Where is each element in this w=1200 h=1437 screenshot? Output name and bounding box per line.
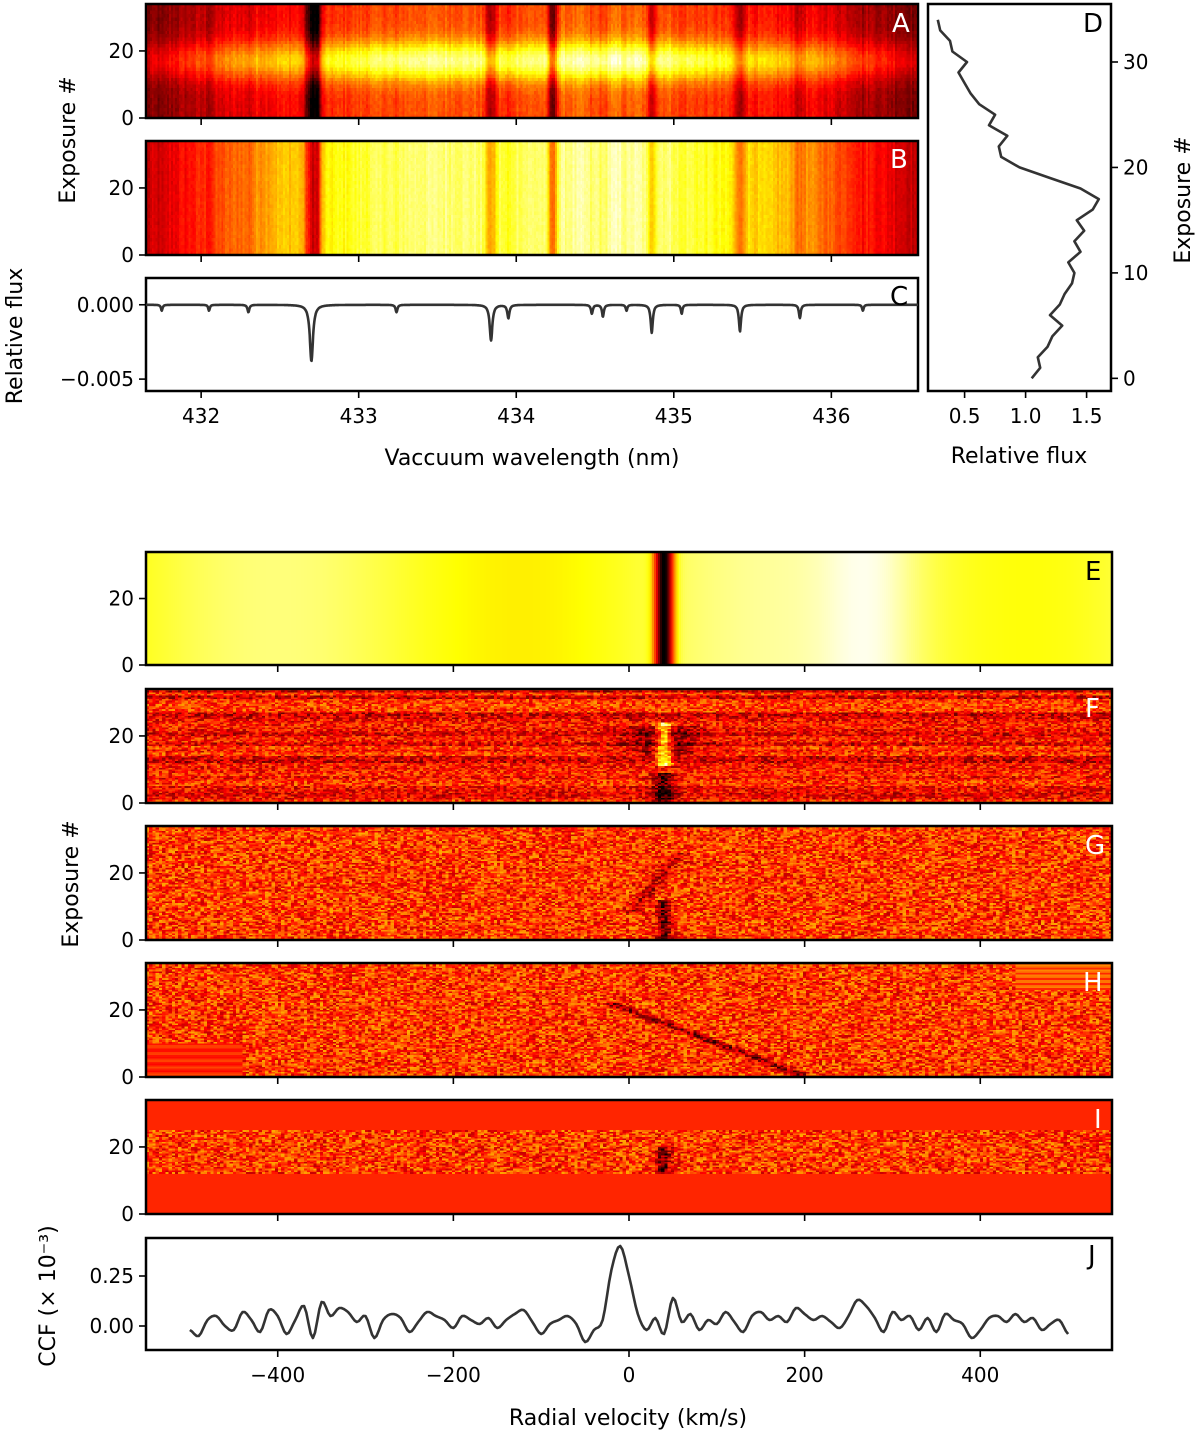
- panel-a-y-tick-label: 20: [109, 39, 134, 63]
- panel-i-y-tick-label: 20: [109, 1135, 134, 1159]
- panel-d-frame: [926, 2, 1113, 393]
- panel-g-heatmap: [146, 826, 1112, 940]
- panel-a-y-tick-label: 0: [121, 106, 134, 130]
- x-label-radial-velocity: Radial velocity (km/s): [509, 1406, 747, 1431]
- panel-j-y-tick-label: 0.25: [89, 1264, 134, 1288]
- panel-j-x-tick-label: 200: [786, 1363, 824, 1387]
- panel-c-y-tick-label: 0.000: [77, 293, 134, 317]
- y-label-exposure-bottom: Exposure #: [59, 820, 84, 947]
- panel-b-frame: [144, 139, 920, 257]
- panel-letter-c: C: [890, 282, 908, 312]
- panel-f-y-tick-label: 20: [109, 724, 134, 748]
- x-label-wavelength: Vaccuum wavelength (nm): [384, 446, 679, 471]
- panel-d-x-tick-label: 1.5: [1071, 404, 1103, 428]
- x-label-relative-flux-d: Relative flux: [951, 444, 1088, 469]
- panel-e-heatmap: [146, 552, 1112, 665]
- panel-d-y-tick-label: 10: [1123, 261, 1148, 285]
- panel-i-y-tick-label: 0: [121, 1202, 134, 1226]
- panel-b-y-tick-label: 20: [109, 176, 134, 200]
- y-label-exposure-d: Exposure #: [1171, 136, 1196, 263]
- panel-d-y-tick-label: 0: [1123, 366, 1136, 390]
- panel-c-x-tick-label: 436: [812, 404, 850, 428]
- panel-h-y-tick-label: 0: [121, 1065, 134, 1089]
- panel-b-heatmap: [146, 141, 918, 255]
- panel-d-x-tick-label: 0.5: [949, 404, 981, 428]
- panel-c-x-tick-label: 435: [655, 404, 693, 428]
- panel-j-y-tick-label: 0.00: [89, 1314, 134, 1338]
- panel-letter-d: D: [1083, 9, 1103, 39]
- panel-j-line: [189, 1244, 1070, 1344]
- panel-f-heatmap: [146, 689, 1112, 803]
- y-label-ccf: CCF (× 10⁻³): [36, 1225, 61, 1366]
- panel-j-x-tick-label: −200: [426, 1363, 481, 1387]
- y-label-relative-flux-c: Relative flux: [3, 268, 28, 405]
- panel-c-x-tick-label: 434: [497, 404, 535, 428]
- panel-letter-a: A: [892, 9, 910, 39]
- panel-a-heatmap: [146, 4, 918, 118]
- panel-c-x-tick-label: 432: [182, 404, 220, 428]
- panel-e-y-tick-label: 0: [121, 653, 134, 677]
- panel-letter-j: J: [1086, 1241, 1096, 1271]
- panel-g-y-tick-label: 0: [121, 928, 134, 952]
- panel-a-frame: [144, 2, 920, 120]
- panel-c-x-tick-label: 433: [340, 404, 378, 428]
- panel-i-heatmap: [146, 1100, 1112, 1214]
- panel-letter-i: I: [1094, 1105, 1102, 1135]
- heatmap-layer: [146, 4, 1112, 1214]
- panel-letter-b: B: [890, 145, 908, 175]
- panel-j-x-tick-label: 0: [623, 1363, 636, 1387]
- panel-b-y-tick-label: 0: [121, 243, 134, 267]
- panel-c-line: [146, 303, 918, 363]
- panel-d-x-tick-label: 1.0: [1010, 404, 1042, 428]
- panel-c-y-tick-label: −0.005: [60, 367, 134, 391]
- panel-letter-g: G: [1085, 831, 1105, 861]
- panel-d-y-tick-label: 20: [1123, 155, 1148, 179]
- y-label-exposure-top: Exposure #: [56, 76, 81, 203]
- panel-j-x-tick-label: −400: [250, 1363, 305, 1387]
- panel-h-heatmap: [146, 963, 1112, 1077]
- panel-h-y-tick-label: 20: [109, 998, 134, 1022]
- panel-f-y-tick-label: 0: [121, 791, 134, 815]
- panel-c-frame: [144, 276, 920, 393]
- panel-e-y-tick-label: 20: [109, 587, 134, 611]
- panel-letter-f: F: [1085, 694, 1100, 724]
- panel-letter-e: E: [1085, 557, 1101, 587]
- panel-j-x-tick-label: 400: [961, 1363, 999, 1387]
- panel-letter-h: H: [1083, 968, 1103, 998]
- panel-g-y-tick-label: 20: [109, 861, 134, 885]
- panel-d-line: [936, 19, 1101, 380]
- panel-d-y-tick-label: 30: [1123, 50, 1148, 74]
